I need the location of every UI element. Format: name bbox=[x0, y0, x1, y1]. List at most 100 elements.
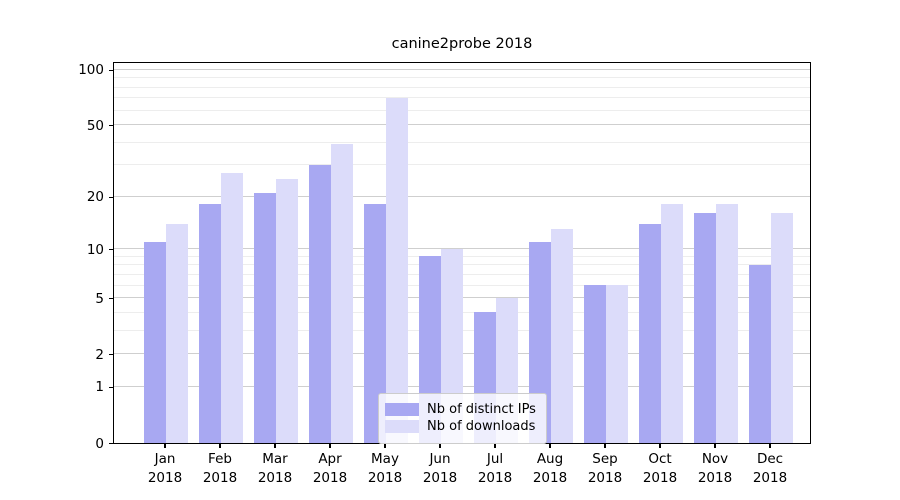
chart-title: canine2probe 2018 bbox=[391, 36, 533, 52]
y-axis-tick-label: 1 bbox=[95, 379, 104, 396]
y-tick-mark bbox=[109, 69, 113, 71]
x-tick-year: 2018 bbox=[752, 470, 788, 486]
x-tick-month: Nov bbox=[701, 451, 729, 467]
x-axis-tick-label: Feb 2018 bbox=[190, 450, 250, 488]
bar-downloads bbox=[771, 213, 793, 443]
y-tick-mark bbox=[109, 249, 113, 251]
x-tick-year: 2018 bbox=[202, 470, 238, 486]
gridline-minor bbox=[114, 86, 810, 88]
y-tick-mark bbox=[109, 125, 113, 127]
gridline-major bbox=[114, 124, 810, 126]
x-tick-mark bbox=[164, 443, 166, 448]
x-tick-month: Jul bbox=[486, 451, 504, 467]
x-tick-mark bbox=[219, 443, 221, 448]
x-tick-month: May bbox=[371, 451, 399, 467]
x-tick-year: 2018 bbox=[257, 470, 293, 486]
x-tick-mark bbox=[439, 443, 441, 448]
x-axis-tick-label: Nov 2018 bbox=[685, 450, 745, 488]
y-axis-tick-label: 20 bbox=[86, 189, 104, 206]
x-tick-year: 2018 bbox=[312, 470, 348, 486]
y-tick-mark bbox=[109, 298, 113, 300]
x-axis-tick-label: Aug 2018 bbox=[520, 450, 580, 488]
legend-swatch-downloads-icon bbox=[385, 420, 419, 433]
x-tick-month: Aug bbox=[536, 451, 564, 467]
y-axis-tick-label: 100 bbox=[78, 62, 104, 79]
x-tick-year: 2018 bbox=[642, 470, 678, 486]
legend-item-distinct-ips: Nb of distinct IPs bbox=[385, 402, 536, 417]
gridline-major bbox=[114, 68, 810, 70]
bar-downloads bbox=[276, 179, 298, 443]
x-axis-tick-label: Jun 2018 bbox=[410, 450, 470, 488]
legend-swatch-ips-icon bbox=[385, 403, 419, 416]
x-tick-mark bbox=[714, 443, 716, 448]
x-axis-tick-label: Apr 2018 bbox=[300, 450, 360, 488]
x-tick-month: Jan bbox=[154, 451, 176, 467]
x-tick-year: 2018 bbox=[477, 470, 513, 486]
x-tick-year: 2018 bbox=[587, 470, 623, 486]
gridline-minor bbox=[114, 77, 810, 79]
y-tick-mark bbox=[109, 442, 113, 445]
x-axis-tick-label: Mar 2018 bbox=[245, 450, 305, 488]
x-tick-month: Mar bbox=[262, 451, 288, 467]
y-axis-tick-label: 0 bbox=[95, 435, 104, 452]
bar-downloads bbox=[606, 285, 628, 443]
x-axis-tick-label: May 2018 bbox=[355, 450, 415, 488]
x-tick-month: Jun bbox=[429, 451, 451, 467]
x-tick-month: Apr bbox=[318, 451, 342, 467]
bar-distinct-ips bbox=[309, 164, 331, 443]
gridline-minor bbox=[114, 109, 810, 111]
x-tick-year: 2018 bbox=[147, 470, 183, 486]
x-tick-mark bbox=[494, 443, 496, 448]
x-tick-mark bbox=[769, 443, 771, 448]
x-axis-tick-label: Jan 2018 bbox=[135, 450, 195, 488]
x-axis-tick-label: Sep 2018 bbox=[575, 450, 635, 488]
x-tick-month: Dec bbox=[756, 451, 784, 467]
x-tick-mark bbox=[329, 443, 331, 448]
x-axis-tick-label: Oct 2018 bbox=[630, 450, 690, 488]
bar-distinct-ips bbox=[144, 241, 166, 443]
x-tick-mark bbox=[384, 443, 386, 448]
bar-distinct-ips bbox=[584, 285, 606, 443]
bar-downloads bbox=[551, 229, 573, 443]
bar-downloads bbox=[221, 173, 243, 443]
legend: Nb of distinct IPs Nb of downloads bbox=[378, 393, 547, 444]
legend-item-downloads: Nb of downloads bbox=[385, 419, 536, 434]
x-tick-mark bbox=[659, 443, 661, 448]
y-axis-tick-label: 2 bbox=[95, 346, 104, 363]
x-tick-year: 2018 bbox=[422, 470, 458, 486]
bar-distinct-ips bbox=[254, 192, 276, 443]
x-tick-mark bbox=[274, 443, 276, 448]
x-tick-year: 2018 bbox=[532, 470, 568, 486]
x-tick-month: Oct bbox=[648, 451, 672, 467]
legend-label-downloads: Nb of downloads bbox=[427, 419, 536, 434]
gridline-minor bbox=[114, 141, 810, 143]
bar-distinct-ips bbox=[199, 204, 221, 443]
y-axis-tick-label: 50 bbox=[86, 117, 104, 134]
y-tick-mark bbox=[109, 196, 113, 198]
bar-distinct-ips bbox=[694, 213, 716, 443]
bar-distinct-ips bbox=[749, 264, 771, 443]
y-tick-mark bbox=[109, 354, 113, 356]
x-tick-year: 2018 bbox=[367, 470, 403, 486]
x-tick-month: Sep bbox=[592, 451, 618, 467]
x-tick-mark bbox=[549, 443, 551, 448]
plot-area bbox=[113, 62, 811, 444]
y-axis-tick-label: 5 bbox=[95, 290, 104, 307]
y-axis-tick-label: 10 bbox=[86, 241, 104, 258]
bar-downloads bbox=[661, 204, 683, 443]
legend-label-distinct-ips: Nb of distinct IPs bbox=[427, 402, 536, 417]
bar-distinct-ips bbox=[639, 223, 661, 443]
bar-downloads bbox=[716, 204, 738, 443]
x-tick-mark bbox=[604, 443, 606, 448]
bar-downloads bbox=[386, 97, 408, 443]
gridline-minor bbox=[114, 97, 810, 99]
gridline-minor bbox=[114, 164, 810, 166]
gridline-major bbox=[114, 195, 810, 197]
bar-downloads bbox=[331, 144, 353, 443]
y-tick-mark bbox=[109, 386, 113, 389]
bar-downloads bbox=[166, 223, 188, 443]
x-tick-month: Feb bbox=[208, 451, 232, 467]
x-axis-tick-label: Dec 2018 bbox=[740, 450, 800, 488]
x-tick-year: 2018 bbox=[697, 470, 733, 486]
